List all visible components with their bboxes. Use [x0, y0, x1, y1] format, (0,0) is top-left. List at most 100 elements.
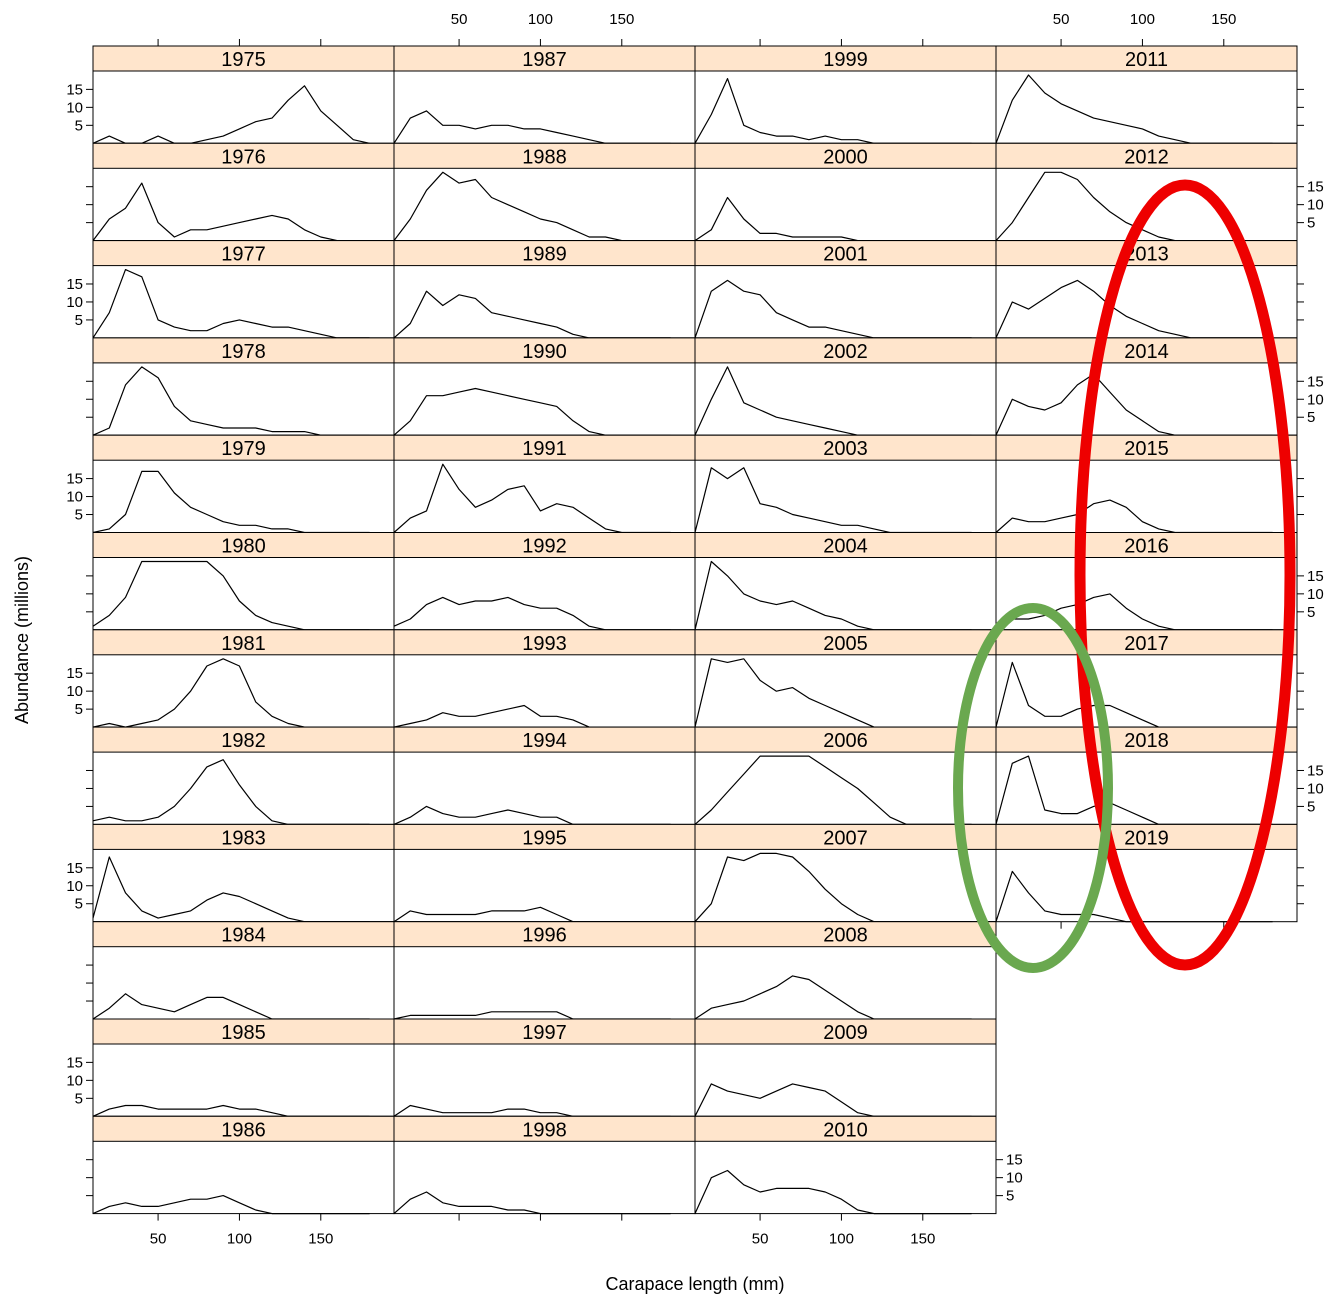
panel-2011: 2011 [995, 45, 1298, 144]
y-tick-label: 10 [66, 878, 83, 895]
panel-strip-label: 1989 [522, 244, 567, 266]
panel-strip [92, 337, 395, 364]
panel-strip [393, 629, 696, 656]
panel-1980: 1980 [92, 532, 395, 631]
panel-strip-label: 1983 [221, 827, 266, 849]
panel-1978: 1978 [92, 337, 395, 436]
panel-1984: 1984 [92, 921, 395, 1020]
panel-1985: 1985 [92, 1018, 395, 1117]
x-tick-label: 150 [308, 1231, 333, 1248]
panel-strip [995, 823, 1298, 850]
panel-strip-label: 2012 [1124, 146, 1169, 168]
panel-2012: 2012 [995, 142, 1298, 242]
panel-strip-label: 2019 [1124, 827, 1169, 849]
panel-strip-label: 2013 [1124, 244, 1169, 266]
panel-grid: 1975 1976 1977 1978 1979 1980 1981 1982 1983 1984… [92, 45, 1298, 1215]
panel-1982: 1982 [92, 726, 395, 826]
y-tick-label: 5 [75, 701, 83, 718]
panel-1990: 1990 [393, 337, 696, 436]
x-tick-label: 50 [1053, 11, 1070, 28]
panel-strip-label: 1980 [221, 536, 266, 558]
red-annotation-ellipse [1074, 179, 1296, 971]
panel-strip [694, 240, 997, 267]
y-tick-label: 15 [1006, 1152, 1023, 1169]
panel-strip-label: 2015 [1124, 438, 1169, 460]
panel-strip [694, 532, 997, 558]
y-tick-label: 15 [1307, 568, 1324, 585]
panel-strip [393, 921, 696, 948]
panel-2019: 2019 [995, 823, 1298, 923]
y-tick-label: 10 [1307, 391, 1324, 408]
panel-strip [92, 434, 395, 461]
green-annotation-ellipse [953, 603, 1113, 973]
panel-strip-label: 2007 [823, 827, 868, 849]
panel-1986: 1986 [92, 1115, 395, 1215]
panel-strip [995, 629, 1298, 656]
panel-strip [694, 434, 997, 461]
panel-1995: 1995 [393, 823, 696, 923]
panel-2014: 2014 [995, 337, 1298, 436]
panel-strip-label: 1994 [522, 730, 567, 752]
panel-strip [694, 1115, 997, 1142]
panel-2009: 2009 [694, 1018, 997, 1117]
panel-strip [694, 45, 997, 72]
panel-strip-label: 1996 [522, 925, 567, 947]
y-tick-label: 15 [66, 471, 83, 488]
panel-2018: 2018 [995, 726, 1298, 826]
panel-strip [995, 434, 1298, 461]
panel-strip-label: 1987 [522, 49, 567, 71]
panel-strip-label: 2011 [1125, 49, 1168, 71]
panel-strip-label: 1997 [522, 1022, 567, 1044]
panel-1992: 1992 [393, 532, 696, 631]
panel-strip [393, 142, 696, 169]
panel-strip [393, 434, 696, 461]
panel-2002: 2002 [694, 337, 997, 436]
panel-strip-label: 2014 [1124, 341, 1169, 363]
y-tick-label: 15 [66, 1054, 83, 1071]
panel-strip-label: 2002 [823, 341, 868, 363]
panel-strip-label: 1975 [221, 49, 266, 71]
panel-2003: 2003 [694, 434, 997, 534]
y-tick-label: 5 [1307, 409, 1315, 426]
series-line [92, 1194, 370, 1215]
y-tick-label: 15 [66, 276, 83, 293]
x-tick-label: 100 [829, 1231, 854, 1248]
panel-strip [393, 532, 696, 558]
panel-strip-label: 2004 [823, 536, 868, 558]
panel-strip [995, 532, 1298, 558]
panel-2006: 2006 [694, 726, 997, 826]
y-tick-label: 5 [75, 896, 83, 913]
series-line [92, 182, 370, 242]
x-tick-label: 100 [227, 1231, 252, 1248]
panel-strip-label: 1998 [522, 1119, 567, 1141]
panel-1997: 1997 [393, 1018, 696, 1117]
panel-strip [393, 823, 696, 850]
panel-1989: 1989 [393, 240, 696, 339]
y-tick-label: 15 [1307, 373, 1324, 390]
panel-strip-label: 1999 [823, 49, 868, 71]
panel-strip-label: 2008 [823, 925, 868, 947]
panel-strip [393, 240, 696, 267]
y-tick-label: 10 [66, 683, 83, 700]
y-tick-label: 15 [1307, 179, 1324, 196]
panel-1987: 1987 [393, 45, 696, 144]
panel-strip-label: 2003 [823, 438, 868, 460]
x-tick-label: 150 [609, 11, 634, 28]
y-tick-label: 15 [66, 665, 83, 682]
panel-1998: 1998 [393, 1115, 696, 1215]
panel-strip-label: 1982 [221, 730, 266, 752]
y-tick-label: 5 [1307, 215, 1315, 232]
panel-strip [995, 726, 1298, 753]
panel-strip [92, 240, 395, 267]
panel-strip-label: 1986 [221, 1119, 266, 1141]
panel-strip [694, 823, 997, 850]
panel-strip [92, 45, 395, 72]
panel-strip-label: 2000 [823, 146, 868, 168]
panel-strip [393, 337, 696, 364]
panel-strip-label: 2018 [1124, 730, 1169, 752]
y-tick-label: 5 [75, 1090, 83, 1107]
x-tick-label: 100 [1130, 11, 1155, 28]
y-tick-label: 10 [1006, 1170, 1023, 1187]
panel-strip [393, 1115, 696, 1142]
